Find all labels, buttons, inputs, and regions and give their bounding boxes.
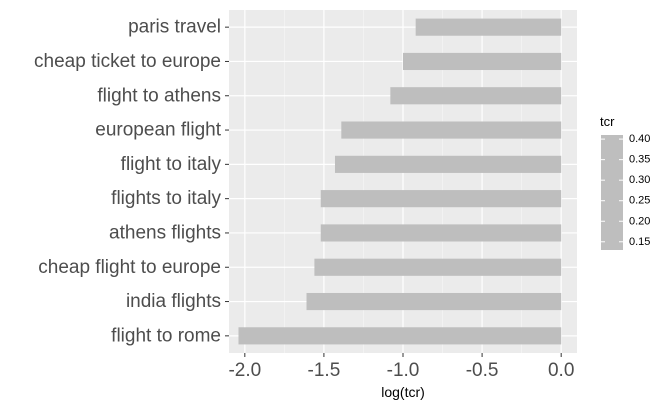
y-axis-labels: paris travel cheap ticket to europe flight… bbox=[34, 17, 222, 347]
category-label: paris travel bbox=[128, 17, 221, 38]
bar bbox=[306, 292, 562, 311]
category-label: india flights bbox=[126, 291, 221, 312]
category-label: athens flights bbox=[109, 222, 221, 243]
legend-tick-label: 0.35 bbox=[629, 154, 650, 166]
bar bbox=[320, 190, 562, 208]
x-axis-title: log(tcr) bbox=[381, 384, 425, 400]
legend-title: tcr bbox=[600, 114, 615, 129]
legend-tick-label: 0.15 bbox=[629, 236, 650, 248]
bars bbox=[238, 18, 562, 345]
bar bbox=[390, 87, 562, 105]
bar bbox=[238, 327, 562, 345]
legend-tick-label: 0.40 bbox=[629, 133, 650, 145]
category-label: european flight bbox=[95, 120, 221, 141]
legend-tick-label: 0.20 bbox=[629, 215, 650, 227]
bar bbox=[314, 258, 562, 276]
x-tick-label: -0.5 bbox=[466, 360, 499, 381]
legend-ticks: 0.40 0.35 0.30 0.25 0.20 0.15 bbox=[601, 133, 650, 248]
category-label: cheap ticket to europe bbox=[34, 51, 221, 72]
category-label: flight to italy bbox=[121, 154, 222, 175]
bar bbox=[341, 121, 562, 139]
x-tick-label: 0.0 bbox=[548, 360, 574, 381]
category-label: flights to italy bbox=[111, 188, 221, 209]
x-tick-label: -2.0 bbox=[228, 360, 261, 381]
category-label: flight to rome bbox=[111, 325, 221, 346]
x-axis-labels: -2.0 -1.5 -1.0 -0.5 0.0 bbox=[228, 360, 574, 381]
legend-tick-label: 0.30 bbox=[629, 174, 650, 186]
y-axis-ticks bbox=[225, 26, 229, 337]
bar bbox=[403, 52, 562, 71]
legend: tcr 0.40 0.35 0.30 0.25 0.20 0.15 bbox=[600, 114, 650, 250]
bar bbox=[334, 155, 562, 173]
legend-tick-label: 0.25 bbox=[629, 195, 650, 207]
legend-colorbar bbox=[601, 135, 623, 250]
category-label: cheap flight to europe bbox=[38, 257, 221, 278]
bar bbox=[320, 224, 562, 242]
x-tick-label: -1.0 bbox=[387, 360, 420, 381]
category-label: flight to athens bbox=[97, 85, 221, 106]
x-tick-label: -1.5 bbox=[308, 360, 341, 381]
bar bbox=[415, 18, 562, 36]
x-axis-ticks bbox=[244, 353, 562, 357]
